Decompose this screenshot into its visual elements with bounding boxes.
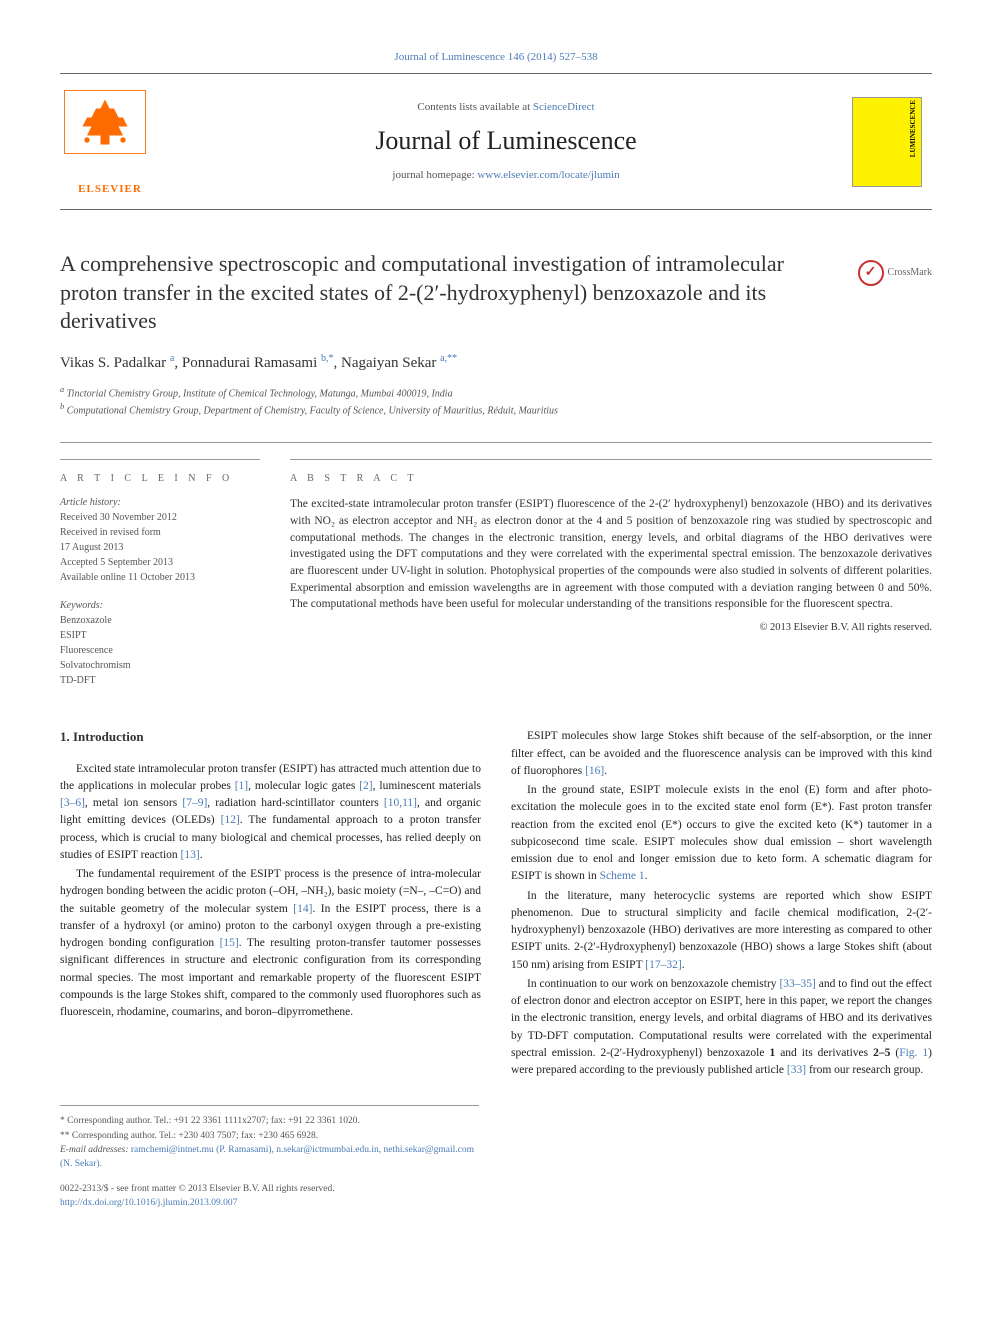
body-column-left: 1. Introduction Excited state intramolec… bbox=[60, 728, 481, 1081]
abstract-text: The excited-state intramolecular proton … bbox=[290, 496, 932, 613]
article-info-heading: A R T I C L E I N F O bbox=[60, 472, 260, 486]
section-title: Introduction bbox=[73, 729, 144, 744]
publisher-name: ELSEVIER bbox=[60, 182, 160, 197]
abstract-copyright: © 2013 Elsevier B.V. All rights reserved… bbox=[290, 621, 932, 636]
affiliations: a Tinctorial Chemistry Group, Institute … bbox=[60, 384, 932, 419]
body-text-right: ESIPT molecules show large Stokes shift … bbox=[511, 728, 932, 1079]
journal-citation[interactable]: Journal of Luminescence 146 (2014) 527–5… bbox=[60, 50, 932, 65]
section-number: 1. bbox=[60, 729, 70, 744]
corresponding-author-notes: * Corresponding author. Tel.: +91 22 336… bbox=[60, 1105, 479, 1171]
journal-header: ELSEVIER Contents lists available at Sci… bbox=[60, 73, 932, 210]
keywords-label: Keywords: bbox=[60, 599, 260, 613]
email-label: E-mail addresses: bbox=[60, 1145, 131, 1155]
journal-cover-thumb: LUMINESCENCE bbox=[852, 97, 932, 187]
sciencedirect-link[interactable]: ScienceDirect bbox=[533, 101, 595, 113]
publisher-logo-block: ELSEVIER bbox=[60, 86, 160, 197]
doi-link[interactable]: http://dx.doi.org/10.1016/j.jlumin.2013.… bbox=[60, 1197, 932, 1210]
body-text-left: Excited state intramolecular proton tran… bbox=[60, 761, 481, 1022]
crossmark-label: CrossMark bbox=[888, 266, 932, 280]
cover-label: LUMINESCENCE bbox=[909, 100, 919, 157]
corr-author-1: * Corresponding author. Tel.: +91 22 336… bbox=[60, 1114, 479, 1128]
journal-homepage-link[interactable]: www.elsevier.com/locate/jlumin bbox=[477, 169, 619, 181]
history-lines: Received 30 November 2012Received in rev… bbox=[60, 510, 260, 585]
issn-line: 0022-2313/$ - see front matter © 2013 El… bbox=[60, 1183, 932, 1196]
article-info-block: A R T I C L E I N F O Article history: R… bbox=[60, 459, 260, 688]
body-column-right: ESIPT molecules show large Stokes shift … bbox=[511, 728, 932, 1081]
section-heading: 1. Introduction bbox=[60, 728, 481, 746]
elsevier-logo-icon bbox=[60, 86, 150, 176]
article-title: A comprehensive spectroscopic and comput… bbox=[60, 250, 840, 336]
authors-line: Vikas S. Padalkar a, Ponnadurai Ramasami… bbox=[60, 352, 932, 374]
abstract-heading: A B S T R A C T bbox=[290, 472, 932, 486]
crossmark-icon: ✓ bbox=[858, 260, 884, 286]
abstract-block: A B S T R A C T The excited-state intram… bbox=[290, 459, 932, 688]
crossmark-badge[interactable]: ✓ CrossMark bbox=[858, 260, 932, 286]
contents-line: Contents lists available at ScienceDirec… bbox=[160, 100, 852, 115]
history-label: Article history: bbox=[60, 496, 260, 510]
footer-bottom: 0022-2313/$ - see front matter © 2013 El… bbox=[60, 1183, 932, 1210]
section-divider bbox=[60, 442, 932, 443]
corr-author-2: ** Corresponding author. Tel.: +230 403 … bbox=[60, 1129, 479, 1143]
keywords-list: BenzoxazoleESIPTFluorescenceSolvatochrom… bbox=[60, 613, 260, 688]
homepage-line: journal homepage: www.elsevier.com/locat… bbox=[160, 168, 852, 183]
homepage-prefix: journal homepage: bbox=[392, 169, 477, 181]
email-line: E-mail addresses: ramchemi@intnet.mu (P.… bbox=[60, 1143, 479, 1172]
journal-title: Journal of Luminescence bbox=[160, 123, 852, 159]
contents-prefix: Contents lists available at bbox=[417, 101, 532, 113]
